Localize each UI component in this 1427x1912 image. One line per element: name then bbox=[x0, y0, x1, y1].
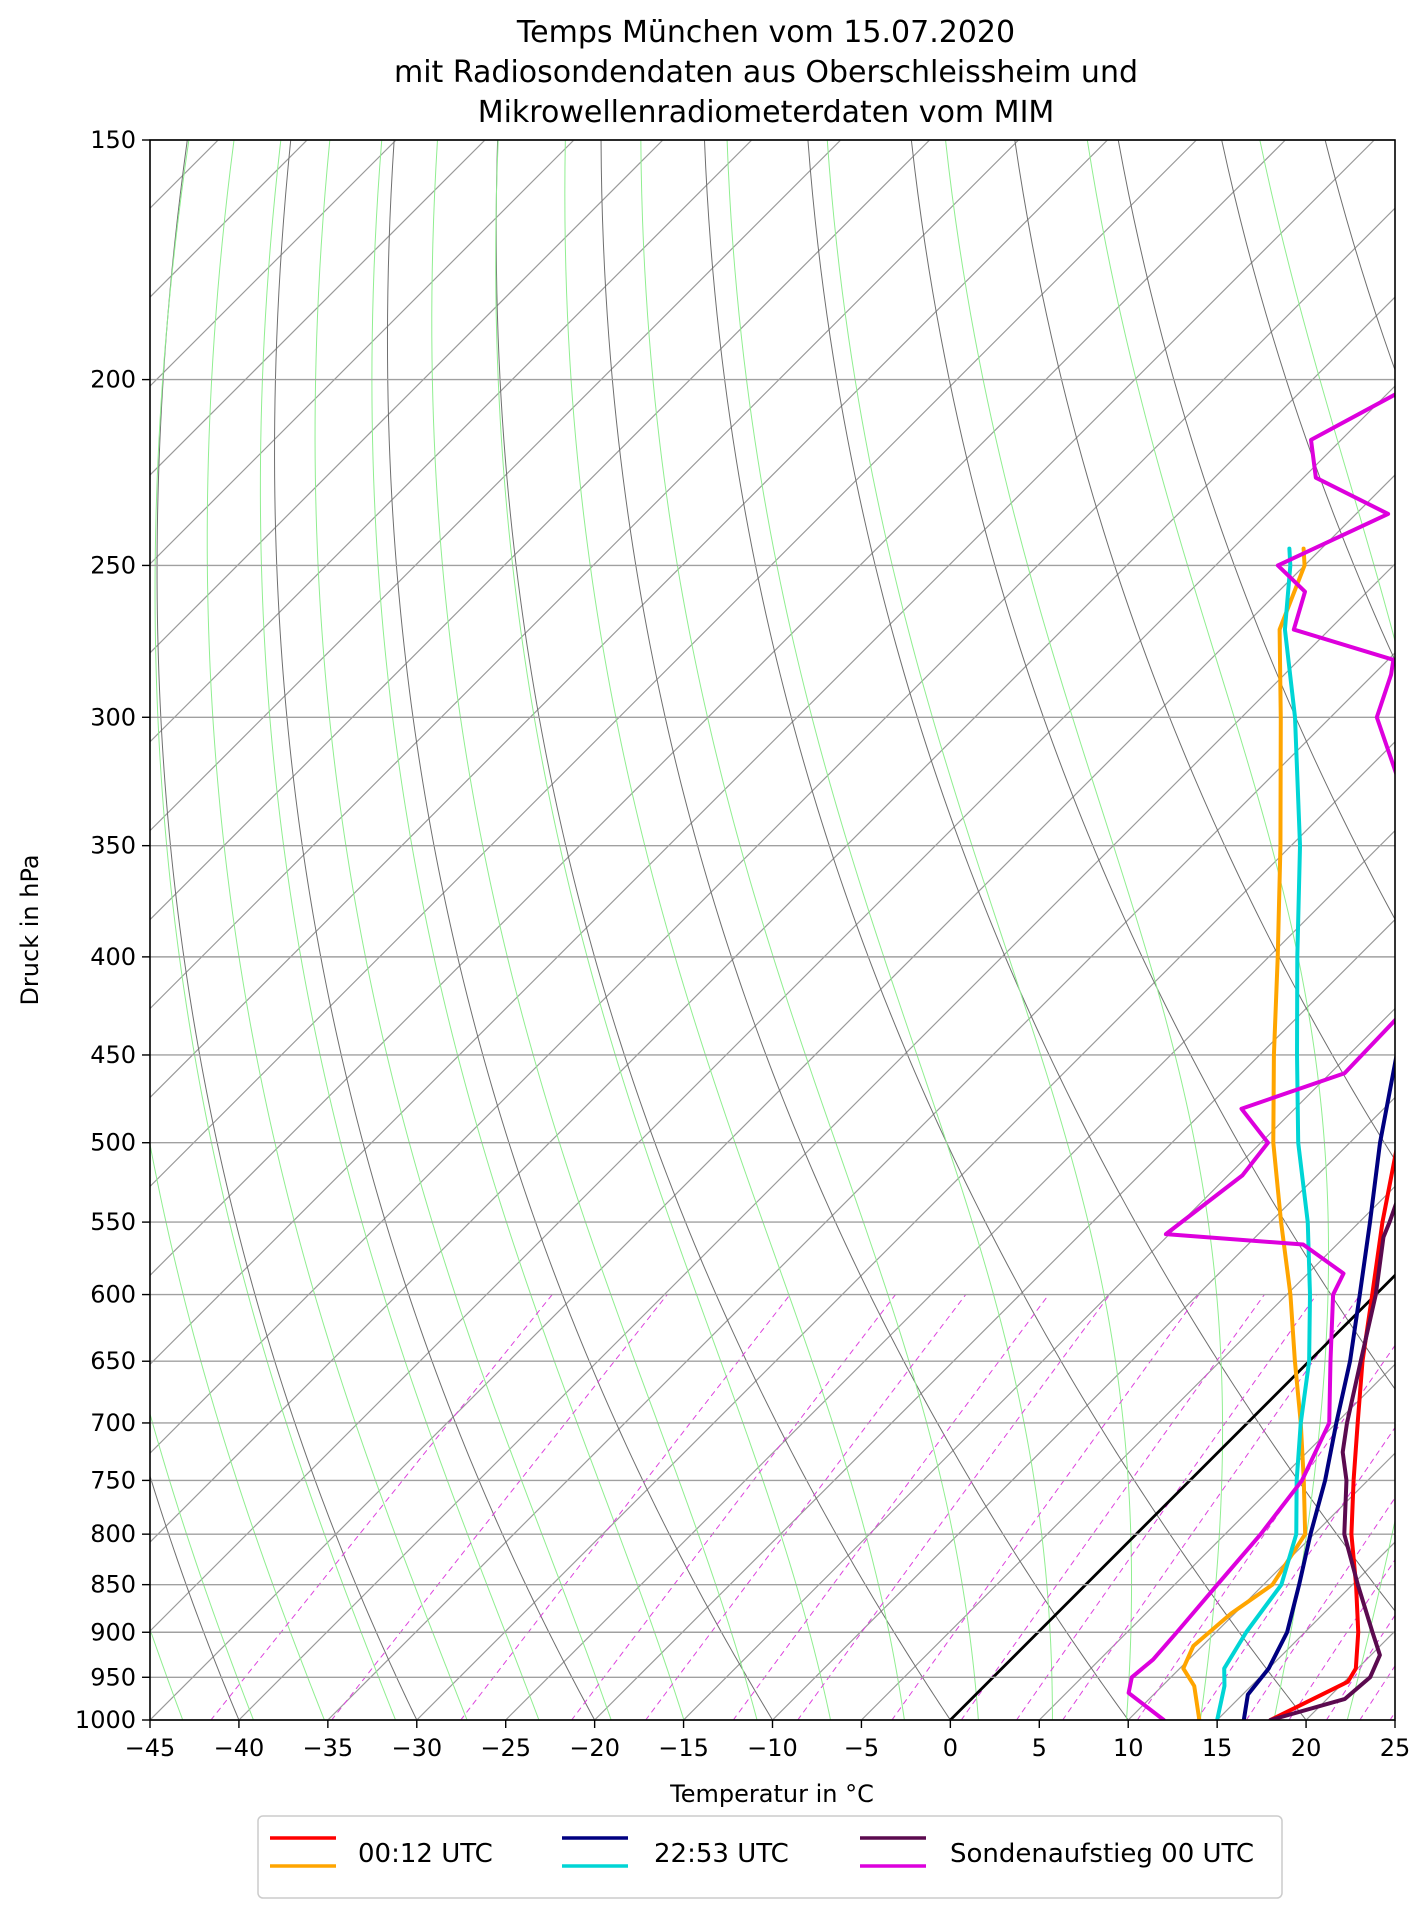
isotherm-line bbox=[328, 140, 1427, 1720]
dry-adiabat-line bbox=[987, 0, 1427, 1761]
isotherm-line bbox=[239, 140, 1427, 1720]
dry-adiabat-line bbox=[702, 0, 1338, 1761]
moist-adiabat-line bbox=[103, 140, 340, 1761]
moist-adiabat-line bbox=[496, 140, 839, 1761]
x-tick-label: 15 bbox=[1202, 1734, 1233, 1762]
moist-adiabat-line bbox=[1087, 140, 1328, 1761]
x-tick-label: −25 bbox=[480, 1734, 531, 1762]
dry-adiabat-line bbox=[35, 0, 257, 1761]
isotherm-line bbox=[0, 140, 1427, 1720]
x-tick-label: −5 bbox=[844, 1734, 879, 1762]
zero-isotherm-line bbox=[950, 140, 1427, 1720]
series-line-orange-dewpoint bbox=[1183, 549, 1305, 1720]
dry-adiabat-line bbox=[1079, 0, 1427, 1761]
mixing-ratio-line bbox=[798, 1295, 1110, 1720]
title-line-1: Temps München vom 15.07.2020 bbox=[516, 15, 1015, 50]
legend: 00:12 UTC 22:53 UTC Sondenaufstieg 00 UT… bbox=[258, 1816, 1282, 1898]
dry-adiabat-line bbox=[387, 0, 797, 1761]
x-tick-label: 10 bbox=[1113, 1734, 1144, 1762]
mixing-ratio-line bbox=[1017, 1295, 1317, 1720]
dry-adiabat-line bbox=[157, 0, 437, 1761]
legend-label-sonde: Sondenaufstieg 00 UTC bbox=[950, 1839, 1254, 1869]
isotherm-line bbox=[0, 140, 307, 1720]
moist-adiabat-line bbox=[432, 140, 768, 1761]
x-tick-label: −40 bbox=[214, 1734, 265, 1762]
x-axis-ticks: −45 −40 −35 −30 −25 −20 −15 −10 −5 0 5 10 15 20 25 bbox=[125, 1720, 1411, 1762]
moist-adiabat-line bbox=[946, 140, 1223, 1761]
isotherm-line bbox=[0, 140, 1427, 1720]
x-tick-label: 0 bbox=[943, 1734, 958, 1762]
background-lines bbox=[0, 0, 1427, 1761]
y-tick-label: 800 bbox=[90, 1520, 136, 1548]
y-tick-label: 850 bbox=[90, 1571, 136, 1599]
mixing-ratio-line bbox=[646, 1295, 966, 1720]
isotherm-line bbox=[0, 140, 485, 1720]
x-tick-label: −15 bbox=[658, 1734, 709, 1762]
x-tick-label: −35 bbox=[303, 1734, 354, 1762]
x-tick-label: −20 bbox=[569, 1734, 620, 1762]
isotherm-line bbox=[861, 140, 1427, 1720]
mixing-ratio-line bbox=[961, 1295, 1264, 1720]
x-tick-label: 25 bbox=[1380, 1734, 1411, 1762]
dry-adiabat-line bbox=[496, 0, 978, 1761]
isotherm-line bbox=[0, 140, 574, 1720]
isotherm-line bbox=[0, 140, 1285, 1720]
y-tick-label: 500 bbox=[90, 1129, 136, 1157]
y-tick-label: 250 bbox=[90, 551, 136, 579]
mixing-ratio-line bbox=[1063, 1295, 1360, 1720]
x-tick-label: 5 bbox=[1032, 1734, 1047, 1762]
y-tick-label: 550 bbox=[90, 1208, 136, 1236]
isotherm-line bbox=[150, 140, 1427, 1720]
x-tick-label: 20 bbox=[1291, 1734, 1322, 1762]
legend-label-0012: 00:12 UTC bbox=[358, 1839, 493, 1869]
chart-title: Temps München vom 15.07.2020 mit Radioso… bbox=[394, 15, 1138, 130]
y-tick-label: 950 bbox=[90, 1663, 136, 1691]
mixing-ratio-line bbox=[572, 1295, 896, 1720]
y-tick-label: 1000 bbox=[75, 1706, 136, 1734]
y-tick-label: 700 bbox=[90, 1409, 136, 1437]
moist-adiabat-line bbox=[155, 140, 412, 1761]
y-axis-ticks: 150 200 250 300 350 400 450 500 550 600 650 700 750 8… bbox=[75, 126, 150, 1734]
title-line-3: Mikrowellenradiometerdaten vom MIM bbox=[478, 95, 1055, 130]
y-tick-label: 650 bbox=[90, 1347, 136, 1375]
moist-adiabat-line bbox=[52, 140, 270, 1761]
y-tick-label: 450 bbox=[90, 1041, 136, 1069]
x-tick-label: −30 bbox=[391, 1734, 442, 1762]
moist-adiabat-line bbox=[260, 140, 554, 1761]
isotherm-line bbox=[0, 140, 1019, 1720]
title-line-2: mit Radiosondendaten aus Oberschleisshei… bbox=[394, 55, 1138, 90]
isotherm-line bbox=[0, 140, 1196, 1720]
dry-adiabat-line bbox=[1355, 0, 1427, 1761]
x-tick-label: −10 bbox=[747, 1734, 798, 1762]
y-tick-label: 150 bbox=[90, 126, 136, 154]
y-tick-label: 300 bbox=[90, 703, 136, 731]
series-line-purple-temperature bbox=[1271, 140, 1427, 1720]
mixing-ratio-line bbox=[461, 1295, 790, 1720]
y-tick-label: 400 bbox=[90, 943, 136, 971]
moist-adiabat-line bbox=[315, 140, 625, 1761]
mixing-ratio-line bbox=[733, 1295, 1048, 1720]
moist-adiabat-line bbox=[827, 140, 1131, 1761]
moist-adiabat-line bbox=[1408, 140, 1427, 1761]
x-axis-label: Temperatur in °C bbox=[669, 1780, 874, 1808]
moist-adiabat-line bbox=[565, 140, 910, 1761]
y-axis-label: Druck in hPa bbox=[16, 854, 44, 1005]
isotherm-line bbox=[1039, 140, 1427, 1720]
x-tick-label: −45 bbox=[125, 1734, 176, 1762]
y-tick-label: 750 bbox=[90, 1466, 136, 1494]
y-tick-label: 350 bbox=[90, 832, 136, 860]
isotherm-line bbox=[0, 140, 1374, 1720]
legend-label-2253: 22:53 UTC bbox=[654, 1839, 789, 1869]
series-line-navy-temperature bbox=[1244, 549, 1427, 1720]
y-tick-label: 900 bbox=[90, 1618, 136, 1646]
moist-adiabat-line bbox=[641, 140, 981, 1761]
isotherm-line bbox=[0, 140, 930, 1720]
isotherm-line bbox=[1395, 140, 1427, 1720]
y-tick-label: 200 bbox=[90, 366, 136, 394]
mixing-ratio-line bbox=[332, 1295, 668, 1720]
y-tick-label: 600 bbox=[90, 1281, 136, 1309]
